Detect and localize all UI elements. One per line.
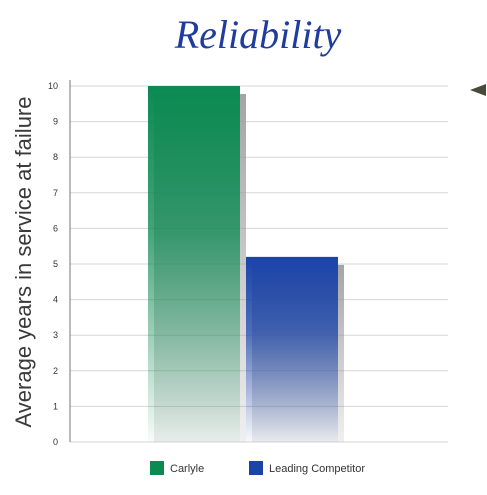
y-tick-label-2: 2 <box>53 366 58 376</box>
y-tick-label-0: 0 <box>53 437 58 447</box>
bar-1 <box>148 86 240 442</box>
y-tick-label-3: 3 <box>53 330 58 340</box>
edge-marker <box>470 84 486 96</box>
bars <box>148 86 344 442</box>
legend-label-2: Leading Competitor <box>269 463 365 475</box>
y-axis-label: Average years in service at failure <box>11 97 36 428</box>
y-tick-label-6: 6 <box>53 223 58 233</box>
legend: Carlyle Leading Competitor <box>150 461 365 475</box>
legend-swatch-2 <box>249 461 263 475</box>
y-tick-label-1: 1 <box>53 401 58 411</box>
y-tick-labels: 0 1 2 3 4 5 6 7 8 9 10 <box>48 81 58 447</box>
pointer-arrow-icon <box>470 84 486 96</box>
y-tick-label-7: 7 <box>53 188 58 198</box>
y-tick-label-8: 8 <box>53 152 58 162</box>
bar-2 <box>246 256 338 442</box>
y-tick-label-9: 9 <box>53 117 58 127</box>
legend-swatch-1 <box>150 461 164 475</box>
chart-title: Reliability <box>174 12 342 57</box>
y-tick-label-10: 10 <box>48 81 58 91</box>
legend-label-1: Carlyle <box>170 463 204 475</box>
y-tick-label-4: 4 <box>53 295 58 305</box>
y-tick-label-5: 5 <box>53 259 58 269</box>
